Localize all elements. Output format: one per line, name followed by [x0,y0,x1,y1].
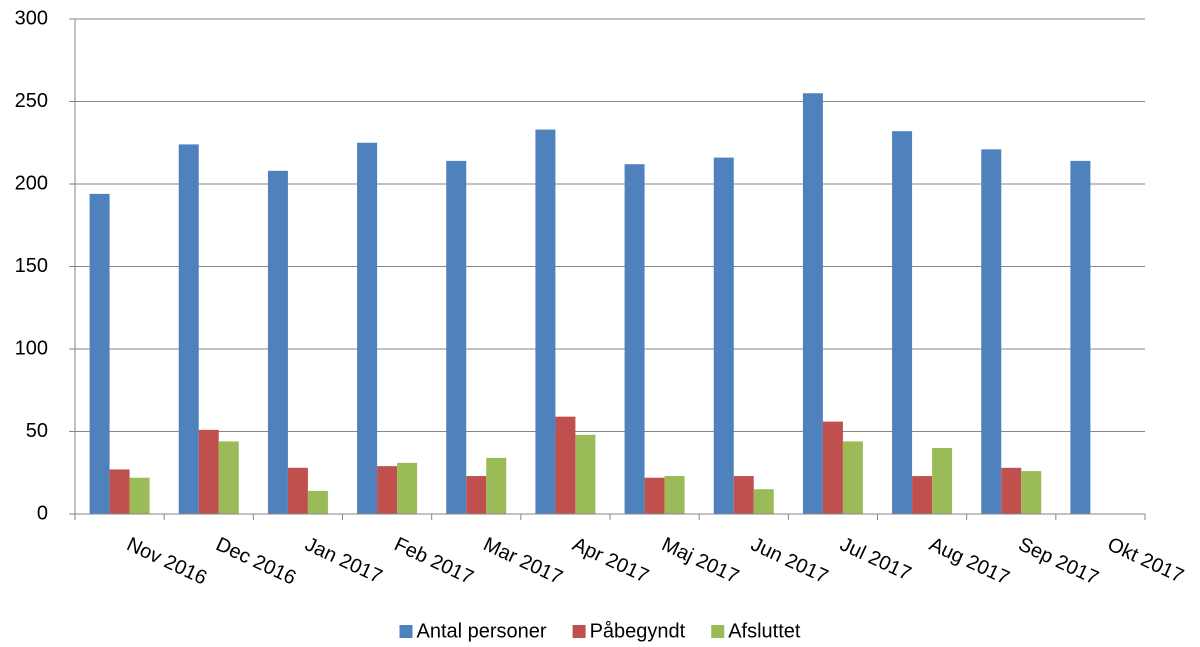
bar [218,441,239,514]
y-tick-label: 100 [15,337,48,359]
legend-label: Afsluttet [728,620,801,642]
bar [892,131,913,514]
bar [287,467,308,514]
x-tick-label: Nov 2016 [123,533,210,589]
bar [446,160,467,514]
legend-label: Antal personer [417,620,547,642]
bar [822,421,843,514]
legend-label: Påbegyndt [590,620,686,642]
x-tick-label: Jan 2017 [302,533,386,588]
bar [466,476,487,514]
bar [1021,471,1042,514]
y-tick-label: 0 [37,502,48,524]
bar [307,490,328,514]
bar [624,164,645,514]
y-tick-label: 200 [15,172,48,194]
bar [1001,467,1022,514]
bar [802,93,823,514]
y-tick-label: 300 [15,7,48,29]
legend-swatch [399,625,413,638]
bar [535,129,556,515]
bar [377,466,398,514]
bar [733,476,754,514]
x-tick-label: Jul 2017 [837,533,915,585]
bar [912,476,933,514]
bar [644,477,665,514]
x-tick-label: Apr 2017 [569,533,652,587]
y-tick-label: 50 [26,420,48,442]
bar [753,489,774,514]
y-tick-label: 250 [15,90,48,112]
x-tick-label: Aug 2017 [926,533,1013,589]
x-tick-label: Dec 2016 [212,533,299,589]
x-tick-label: Feb 2017 [391,533,477,589]
bar [129,477,150,514]
x-tick-label: Maj 2017 [658,533,742,588]
legend-swatch [711,625,725,638]
bar [357,142,378,514]
bar [109,469,130,514]
y-tick-label: 150 [15,255,48,277]
legend-swatch [572,625,586,638]
bar [842,441,863,514]
x-tick-label: Okt 2017 [1104,533,1187,587]
bar [89,193,110,514]
bar [267,170,288,515]
x-tick-label: Mar 2017 [480,533,566,589]
bar [198,429,219,514]
bar [932,448,953,514]
bar [575,434,596,514]
x-tick-label: Jun 2017 [747,533,831,588]
bar [713,157,734,514]
bar [664,476,685,514]
bar [1070,160,1091,514]
bar [486,457,507,514]
bar [397,462,418,514]
bar [555,416,576,514]
x-tick-label: Sep 2017 [1015,533,1102,589]
bar [981,149,1002,514]
bar [178,144,199,514]
